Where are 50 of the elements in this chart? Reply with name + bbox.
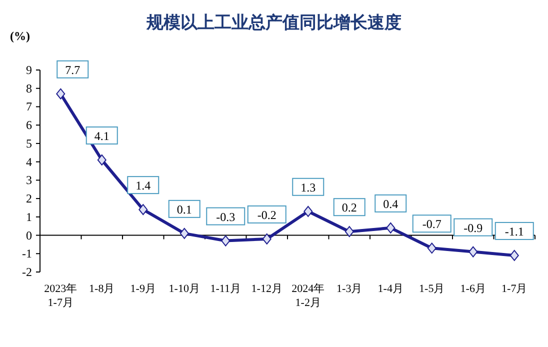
- data-label: -0.2: [257, 208, 276, 222]
- y-tick-label: 0: [26, 228, 32, 242]
- data-label: 7.7: [65, 62, 80, 77]
- point: [56, 88, 66, 100]
- y-tick-label: -1: [22, 246, 32, 261]
- y-tick-label: 8: [26, 81, 32, 96]
- data-label: 0.2: [342, 200, 357, 215]
- y-tick-label: 7: [26, 100, 32, 114]
- y-tick-label: -2: [22, 265, 32, 279]
- x-tick-label: 1-10月: [168, 283, 200, 295]
- x-tick-label: 1-12月: [251, 283, 282, 295]
- y-tick-label: 2: [26, 192, 32, 206]
- data-label: -0.9: [464, 220, 483, 235]
- y-tick-label: 4: [26, 154, 32, 169]
- point: [262, 233, 272, 244]
- y-tick-label: 3: [26, 173, 32, 188]
- x-tick-label: 1-5月: [419, 283, 445, 295]
- y-tick-label: 1: [26, 210, 32, 224]
- point: [427, 242, 436, 254]
- point: [138, 204, 148, 216]
- y-axis-title: (%): [10, 29, 30, 43]
- x-tick-label: 1-7月: [502, 283, 528, 295]
- chart-title: 规模以上工业总产值同比增长速度: [146, 13, 402, 32]
- data-label: 0.1: [176, 202, 192, 216]
- data-label: -1.1: [504, 224, 524, 238]
- point: [304, 206, 313, 217]
- data-label: 0.4: [383, 196, 398, 211]
- x-tick-label: 2024年 1-2月: [292, 283, 325, 309]
- data-label: 1.3: [300, 180, 316, 194]
- point: [221, 235, 230, 246]
- y-tick-label: 5: [26, 136, 32, 150]
- point: [97, 154, 106, 166]
- point: [510, 250, 519, 261]
- point: [344, 226, 354, 238]
- x-tick-label: 1-6月: [460, 283, 486, 295]
- x-tick-label: 1-11月: [210, 283, 242, 295]
- x-tick-label: 1-4月: [378, 283, 404, 295]
- x-tick-label: 1-9月: [130, 283, 156, 295]
- y-tick-label: 9: [26, 63, 32, 77]
- point: [180, 228, 189, 239]
- y-tick-label: 6: [26, 118, 32, 132]
- point: [468, 246, 478, 258]
- x-tick-label: 1-8月: [89, 283, 115, 295]
- point: [386, 222, 396, 234]
- x-tick-label: 1-3月: [336, 283, 362, 295]
- data-label: -0.7: [422, 217, 442, 232]
- x-tick-label: 2023年 1-7月: [44, 283, 78, 309]
- data-label: -0.3: [216, 210, 236, 224]
- data-label: 4.1: [94, 128, 110, 143]
- data-label: 1.4: [136, 178, 151, 193]
